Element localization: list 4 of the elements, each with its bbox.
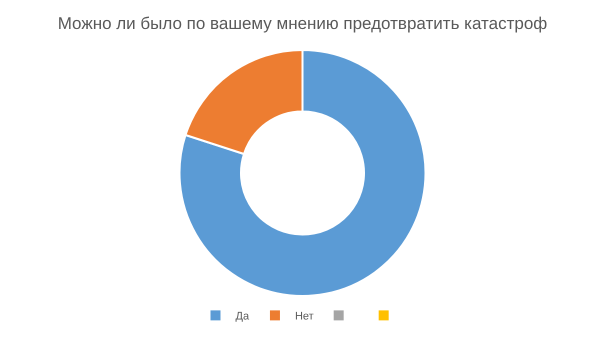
legend-label: Да: [236, 310, 250, 323]
chart-title: Можно ли было по вашему мнению предотвратить катастроф: [58, 14, 548, 33]
donut-slice: [178, 49, 426, 297]
legend-label: Нет: [294, 310, 314, 323]
